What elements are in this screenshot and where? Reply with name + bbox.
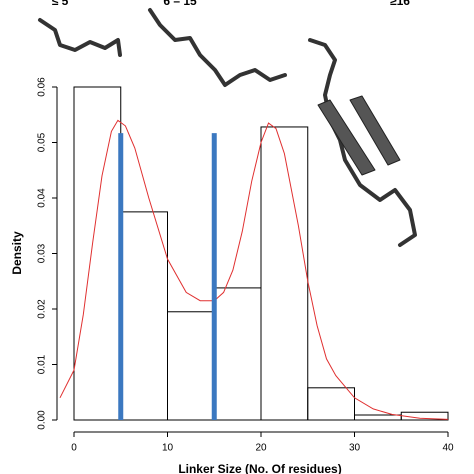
bar bbox=[307, 387, 355, 421]
molecule bbox=[308, 38, 417, 247]
x-tick-label: 40 bbox=[442, 443, 454, 454]
molecule-images bbox=[38, 8, 417, 247]
bar bbox=[73, 86, 122, 421]
bar bbox=[260, 126, 309, 421]
beta-strand bbox=[317, 99, 376, 176]
y-tick-label: 0.06 bbox=[37, 77, 48, 97]
bar bbox=[354, 414, 402, 421]
y-tick-label: 0.01 bbox=[37, 354, 48, 374]
y-axis-label: Density bbox=[10, 231, 24, 275]
x-tick-label: 0 bbox=[71, 443, 77, 454]
x-axis-label: Linker Size (No. Of residues) bbox=[178, 462, 341, 474]
annotation: ≥16 bbox=[390, 0, 410, 8]
bar bbox=[120, 211, 168, 421]
bar bbox=[167, 311, 215, 421]
bar bbox=[213, 287, 262, 421]
molecule bbox=[38, 18, 122, 57]
y-tick-label: 0.03 bbox=[37, 243, 48, 263]
beta-strand bbox=[349, 95, 401, 166]
annotation: ≤ 5 bbox=[52, 0, 69, 8]
x-tick-label: 30 bbox=[349, 443, 361, 454]
x-tick-label: 10 bbox=[162, 443, 174, 454]
density-curve bbox=[59, 119, 449, 420]
molecule bbox=[148, 8, 287, 87]
y-tick-label: 0.00 bbox=[37, 410, 48, 430]
x-tick-label: 20 bbox=[255, 443, 267, 454]
y-tick-label: 0.02 bbox=[37, 299, 48, 319]
y-tick-label: 0.05 bbox=[37, 132, 48, 152]
y-tick-label: 0.04 bbox=[37, 188, 48, 208]
annotation: 6 – 15 bbox=[163, 0, 197, 8]
